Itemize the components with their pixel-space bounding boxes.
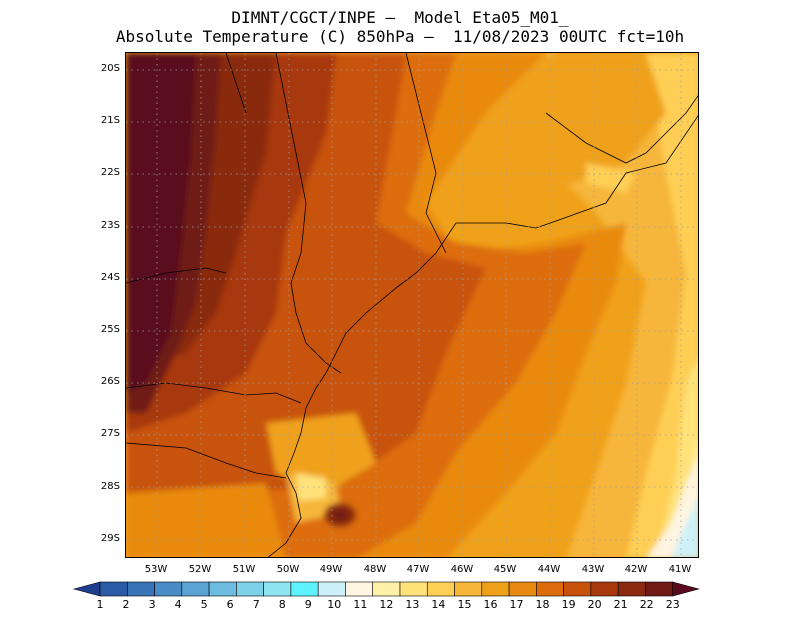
colorbar-tick-label: 11: [353, 598, 368, 611]
colorbar-tick-label: 9: [304, 598, 312, 611]
colorbar-tick-label: 19: [561, 598, 576, 611]
colorbar-tick-label: 3: [148, 598, 156, 611]
coastline-borders: [126, 53, 698, 557]
lon-label-49w: 49W: [319, 564, 343, 575]
colorbar-tick-label: 16: [483, 598, 498, 611]
colorbar-swatch: [399, 581, 428, 597]
map-canvas: [126, 53, 698, 557]
field-south-13: [296, 473, 326, 501]
lat-label-22s: 22S: [100, 167, 120, 178]
colorbar-swatch: [317, 581, 346, 597]
border-state-6: [126, 267, 227, 284]
colorbar-swatch: [590, 581, 619, 597]
colorbar-tick-label: 13: [405, 598, 420, 611]
lat-label-25s: 25S: [100, 324, 120, 335]
colorbar-tick-label: 1: [96, 598, 104, 611]
lon-label-47w: 47W: [406, 564, 430, 575]
lat-label-26s: 26S: [100, 376, 120, 387]
colorbar-tick-label: 15: [457, 598, 472, 611]
lon-label-44w: 44W: [537, 564, 561, 575]
lon-label-51w: 51W: [232, 564, 256, 575]
lat-label-21s: 21S: [100, 115, 120, 126]
lon-label-53w: 53W: [144, 564, 168, 575]
lon-label-42w: 42W: [624, 564, 648, 575]
lat-label-29s: 29S: [100, 533, 120, 544]
border-state-3: [275, 53, 342, 374]
colorbar-tick-label: 6: [226, 598, 234, 611]
map-title-line2: Absolute Temperature (C) 850hPa – 11/08/…: [115, 27, 685, 46]
lat-label-28s: 28S: [100, 481, 120, 492]
colorbar-tick-label: 17: [509, 598, 524, 611]
field-west-24: [126, 53, 196, 393]
colorbar-tick-label: 2: [122, 598, 130, 611]
colorbar-swatch: [263, 581, 292, 597]
colorbar-tick-label: 12: [379, 598, 394, 611]
colorbar-tick-label: 21: [613, 598, 628, 611]
border-state-1: [126, 382, 302, 404]
lat-label-20s: 20S: [100, 63, 120, 74]
colorbar-tick-label: 5: [200, 598, 208, 611]
colorbar-tick-label: 23: [665, 598, 680, 611]
field-southwest-17: [126, 483, 286, 557]
colorbar-tick-label: 7: [252, 598, 260, 611]
colorbar-tick-label: 18: [535, 598, 550, 611]
field-east-cold: [671, 497, 698, 557]
lat-label-27s: 27S: [100, 428, 120, 439]
lon-label-41w: 41W: [668, 564, 692, 575]
map-title-line1: DIMNT/CGCT/INPE – Model Eta05_M01_: [231, 8, 569, 27]
colorbar-swatch: [236, 581, 264, 597]
colorbar-swatch: [154, 581, 183, 597]
lon-label-46w: 46W: [450, 564, 474, 575]
colorbar-swatch: [645, 581, 674, 597]
colorbar-swatch: [481, 581, 510, 597]
colorbar-swatch: [426, 581, 455, 597]
field-south-15: [266, 413, 376, 493]
colorbar-swatch: [181, 581, 210, 597]
lon-label-45w: 45W: [493, 564, 517, 575]
colorbar-swatch: [372, 581, 401, 597]
colorbar-swatch: [617, 581, 646, 597]
field-east-15: [626, 53, 698, 557]
lon-label-48w: 48W: [363, 564, 387, 575]
colorbar-tick-label: 22: [639, 598, 654, 611]
colorbar-swatch: [345, 581, 374, 597]
colorbar-arrow-right: [672, 581, 700, 597]
colorbar-swatch: [536, 581, 564, 597]
lat-label-24s: 24S: [100, 272, 120, 283]
colorbar-arrow-left: [72, 581, 101, 597]
border-state-4: [405, 53, 447, 254]
border-state-5: [545, 95, 698, 164]
border-state-7: [225, 53, 247, 114]
colorbar-swatch: [454, 581, 483, 597]
temperature-map: [125, 52, 699, 558]
colorbar-tick-label: 20: [587, 598, 602, 611]
colorbar-tick-label: 10: [327, 598, 342, 611]
lon-label-50w: 50W: [276, 564, 300, 575]
lat-label-23s: 23S: [100, 220, 120, 231]
lon-label-43w: 43W: [581, 564, 605, 575]
graticule: [126, 53, 698, 557]
field-ne-15: [586, 163, 636, 193]
field-ne-17: [426, 53, 666, 223]
colorbar-tick-label: 14: [431, 598, 446, 611]
colorbar-swatch: [99, 581, 128, 597]
lon-label-52w: 52W: [188, 564, 212, 575]
colorbar-swatch: [126, 581, 155, 597]
field-hotspot-core: [333, 510, 347, 520]
colorbar-tick-label: 8: [278, 598, 286, 611]
colorbar-swatch: [508, 581, 537, 597]
coastline: [267, 115, 698, 557]
colorbar-swatch: [290, 581, 319, 597]
border-state-2: [126, 442, 287, 479]
colorbar-tick-label: 4: [174, 598, 182, 611]
colorbar-swatch: [563, 581, 592, 597]
colorbar-swatch: [208, 581, 237, 597]
